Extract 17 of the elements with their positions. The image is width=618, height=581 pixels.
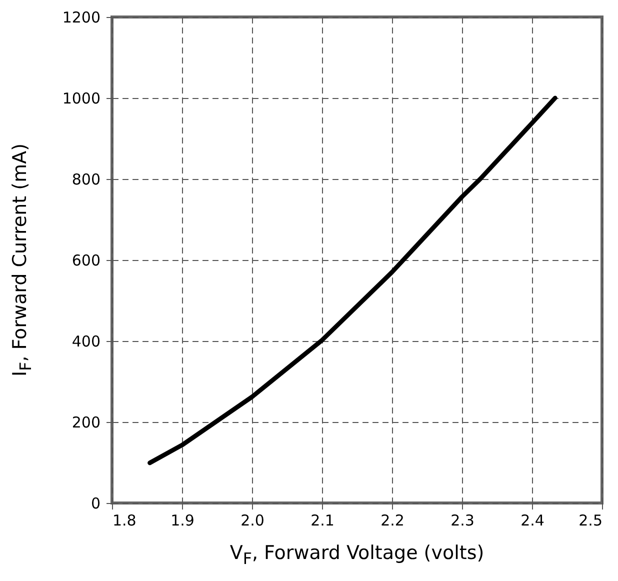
- y-tick-label: 200: [72, 414, 100, 432]
- x-axis-title: V$_{F}$, Forward Voltage (volts): [230, 542, 484, 568]
- x-tick-label: 1.8: [112, 512, 136, 530]
- x-tick-label: 2.0: [240, 512, 264, 530]
- y-tick-label: 0: [90, 494, 100, 512]
- x-tick-label: 2.2: [380, 512, 404, 530]
- y-tick-label: 600: [72, 252, 100, 270]
- y-tick-label: 1200: [62, 8, 100, 26]
- y-tick-label: 400: [72, 332, 100, 350]
- x-tick-label: 2.4: [520, 512, 544, 530]
- x-tick-label: 2.3: [450, 512, 474, 530]
- x-tick-label: 2.5: [578, 512, 602, 530]
- x-tick-label: 2.1: [310, 512, 334, 530]
- y-tick-label: 1000: [62, 90, 100, 108]
- x-tick-label: 1.9: [170, 512, 194, 530]
- line-series: [148, 96, 558, 466]
- y-tick-label: 800: [72, 170, 100, 188]
